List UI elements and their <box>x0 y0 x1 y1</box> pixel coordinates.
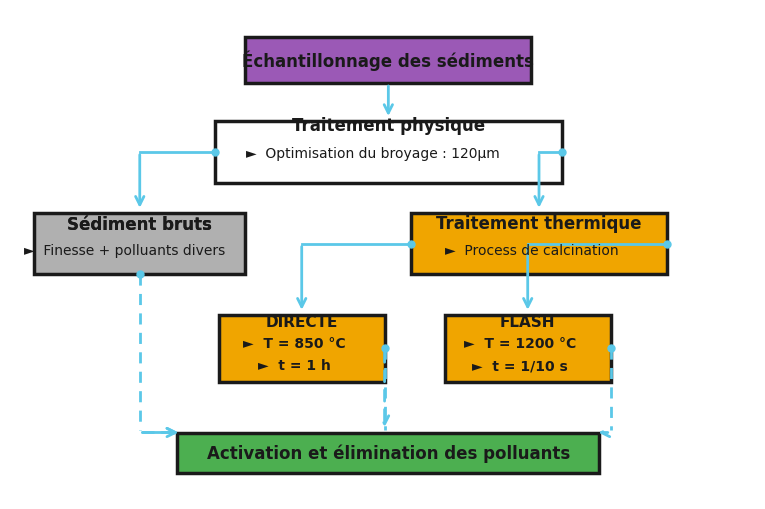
Text: FLASH: FLASH <box>500 314 555 329</box>
FancyBboxPatch shape <box>34 214 246 275</box>
Text: ►  t = 1/10 s: ► t = 1/10 s <box>472 358 568 373</box>
FancyBboxPatch shape <box>219 316 385 382</box>
Text: ►  Process de calcination: ► Process de calcination <box>444 243 618 258</box>
FancyBboxPatch shape <box>246 38 532 84</box>
Text: ►  T = 850 °C: ► T = 850 °C <box>243 336 346 351</box>
Text: Sédiment bruts: Sédiment bruts <box>67 216 212 234</box>
Text: ►  t = 1 h: ► t = 1 h <box>258 358 330 373</box>
Text: Sédiment bruts: Sédiment bruts <box>67 216 212 234</box>
Text: ►  Finesse + polluants divers: ► Finesse + polluants divers <box>24 243 226 258</box>
Text: ►  T = 1200 °C: ► T = 1200 °C <box>464 336 576 351</box>
Text: DIRECTE: DIRECTE <box>265 314 338 329</box>
Text: Échantillonnage des sédiments: Échantillonnage des sédiments <box>243 51 534 71</box>
FancyBboxPatch shape <box>444 316 610 382</box>
Text: Activation et élimination des polluants: Activation et élimination des polluants <box>207 444 570 462</box>
FancyBboxPatch shape <box>411 214 667 275</box>
FancyBboxPatch shape <box>215 122 562 183</box>
Text: ►  Optimisation du broyage : 120μm: ► Optimisation du broyage : 120μm <box>246 147 500 161</box>
Text: Traitement physique: Traitement physique <box>291 117 485 135</box>
Text: Traitement thermique: Traitement thermique <box>436 215 642 233</box>
FancyBboxPatch shape <box>177 433 599 473</box>
